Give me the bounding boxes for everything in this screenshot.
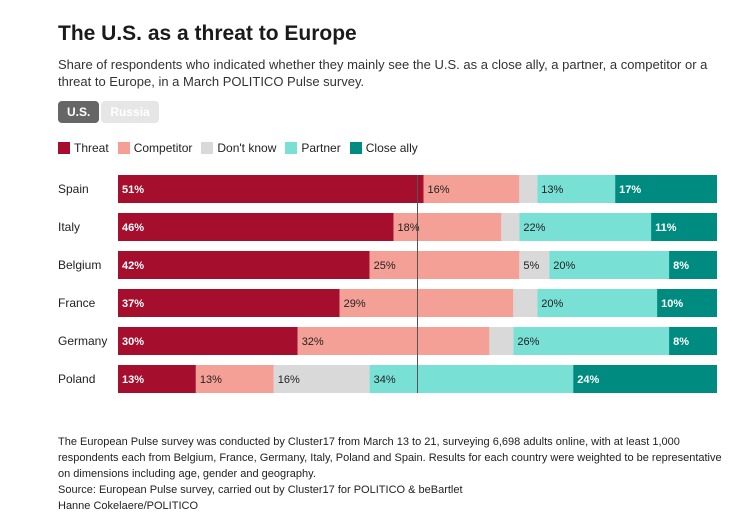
bar-segment-dont-know	[519, 251, 550, 279]
data-label: 25%	[374, 260, 396, 272]
data-label: 20%	[553, 260, 575, 272]
bar-segment-threat	[118, 251, 370, 279]
data-label: 16%	[427, 184, 449, 196]
category-label: Germany	[58, 334, 107, 348]
data-label: 51%	[122, 184, 144, 196]
bar-segment-threat	[118, 289, 340, 317]
data-label: 29%	[344, 298, 366, 310]
legend-swatch	[201, 142, 214, 154]
legend-item-partner: Partner	[285, 141, 341, 155]
bar-segment-dont-know	[501, 213, 520, 241]
data-label: 26%	[517, 336, 539, 348]
bar-segment-partner	[519, 213, 652, 241]
bar-segment-close-ally	[615, 175, 717, 203]
bar-segment-close-ally	[657, 289, 717, 317]
legend-swatch	[349, 142, 362, 154]
tab-us[interactable]: U.S.	[58, 101, 100, 123]
data-label: 13%	[200, 374, 222, 386]
chart-notes: The European Pulse survey was conducted …	[58, 434, 723, 514]
bar-segment-partner	[537, 289, 658, 317]
data-label: 32%	[302, 336, 324, 348]
bar-segment-partner	[549, 251, 670, 279]
tab-russia[interactable]: Russia	[101, 101, 159, 123]
country-toggle: U.S. Russia	[58, 101, 161, 123]
methodology-note: The European Pulse survey was conducted …	[58, 436, 722, 480]
category-label: Belgium	[58, 258, 101, 272]
category-label: Italy	[58, 220, 80, 234]
bar-segment-competitor	[423, 175, 520, 203]
bar-segment-partner	[537, 175, 616, 203]
data-label: 10%	[661, 298, 683, 310]
data-label: 13%	[122, 374, 144, 386]
data-label: 34%	[374, 374, 396, 386]
legend-swatch	[285, 142, 298, 154]
legend-label: Threat	[74, 141, 109, 155]
data-label: 20%	[541, 298, 563, 310]
data-label: 18%	[398, 222, 420, 234]
legend-label: Competitor	[133, 141, 193, 155]
legend-item-threat: Threat	[58, 141, 109, 155]
legend-label: Close ally	[365, 141, 418, 155]
data-label: 8%	[673, 260, 689, 272]
data-label: 46%	[122, 222, 144, 234]
bar-segment-competitor	[339, 289, 514, 317]
data-label: 24%	[577, 374, 599, 386]
bar-segment-competitor	[297, 327, 490, 355]
chart-title: The U.S. as a threat to Europe	[58, 22, 357, 45]
chart-legend: Threat Competitor Don't know Partner Close a…	[58, 141, 427, 155]
legend-label: Don't know	[217, 141, 277, 155]
bar-segment-dont-know	[489, 327, 514, 355]
data-label: 13%	[541, 184, 563, 196]
legend-item-close-ally: Close ally	[349, 141, 418, 155]
bar-segment-close-ally	[669, 251, 717, 279]
bar-segment-threat	[118, 327, 298, 355]
credit-note: Hanne Cokelaere/POLITICO	[58, 500, 199, 512]
data-label: 16%	[278, 374, 300, 386]
bar-segment-close-ally	[669, 327, 717, 355]
chart-subtitle: Share of respondents who indicated wheth…	[58, 57, 708, 89]
data-label: 30%	[122, 336, 144, 348]
legend-item-competitor: Competitor	[117, 141, 193, 155]
bar-segment-dont-know	[273, 365, 370, 393]
bar-segment-competitor	[393, 213, 502, 241]
data-label: 8%	[673, 336, 689, 348]
bar-segment-partner	[369, 365, 574, 393]
bar-segment-competitor	[195, 365, 274, 393]
category-label: France	[58, 296, 96, 310]
bar-segment-threat	[118, 365, 196, 393]
bar-segment-dont-know	[519, 175, 538, 203]
data-label: 17%	[619, 184, 641, 196]
data-label: 37%	[122, 298, 144, 310]
bar-segment-dont-know	[513, 289, 538, 317]
legend-swatch	[58, 142, 70, 154]
legend-item-dont-know: Don't know	[201, 141, 276, 155]
bar-segment-competitor	[369, 251, 520, 279]
bar-segment-threat	[118, 175, 424, 203]
category-label: Spain	[58, 182, 89, 196]
bar-segment-threat	[118, 213, 394, 241]
legend-label: Partner	[301, 141, 341, 155]
bar-segment-partner	[513, 327, 670, 355]
data-label: 11%	[655, 222, 677, 234]
data-label: 42%	[122, 260, 144, 272]
data-label: 22%	[523, 222, 545, 234]
bar-segment-close-ally	[651, 213, 717, 241]
category-label: Poland	[58, 372, 95, 386]
data-label: 5%	[523, 260, 539, 272]
legend-swatch	[117, 142, 130, 154]
source-note: Source: European Pulse survey, carried o…	[58, 484, 463, 496]
bar-segment-close-ally	[573, 365, 717, 393]
